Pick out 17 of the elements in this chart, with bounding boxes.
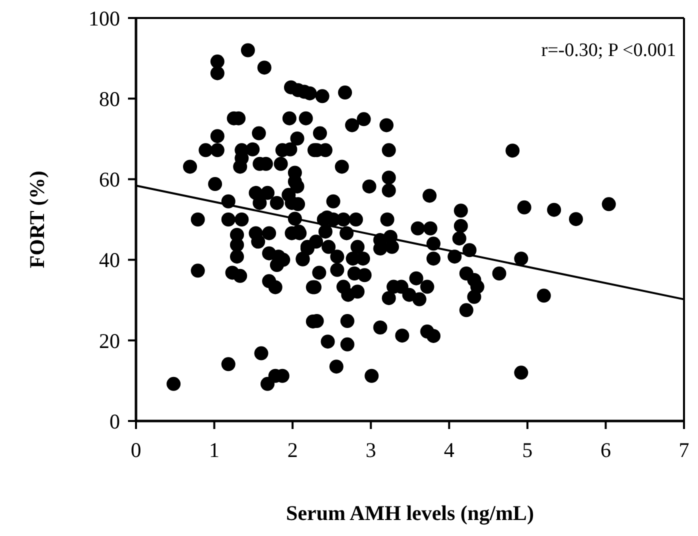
x-tick-label: 2 — [287, 438, 298, 462]
y-tick-label: 60 — [99, 168, 120, 192]
x-axis-title: Serum AMH levels (ng/mL) — [286, 501, 534, 525]
y-axis-title: FORT (%) — [25, 170, 49, 268]
annotation: r=-0.30; P <0.001 — [541, 40, 676, 61]
x-tick-label: 3 — [366, 438, 376, 462]
y-tick-label: 80 — [99, 86, 120, 111]
y-tick-label: 40 — [99, 248, 120, 272]
y-tick-label: 20 — [99, 328, 120, 353]
x-tick-label: 4 — [444, 438, 455, 462]
x-tick-label: 7 — [678, 438, 690, 462]
x-tick-label: 1 — [209, 438, 220, 462]
x-tick-label: 6 — [600, 438, 611, 462]
y-tick-label: 0 — [110, 409, 120, 434]
y-tick-label: 100 — [88, 6, 120, 30]
x-tick-label: 0 — [130, 438, 142, 462]
x-tick-label: 5 — [522, 438, 533, 462]
